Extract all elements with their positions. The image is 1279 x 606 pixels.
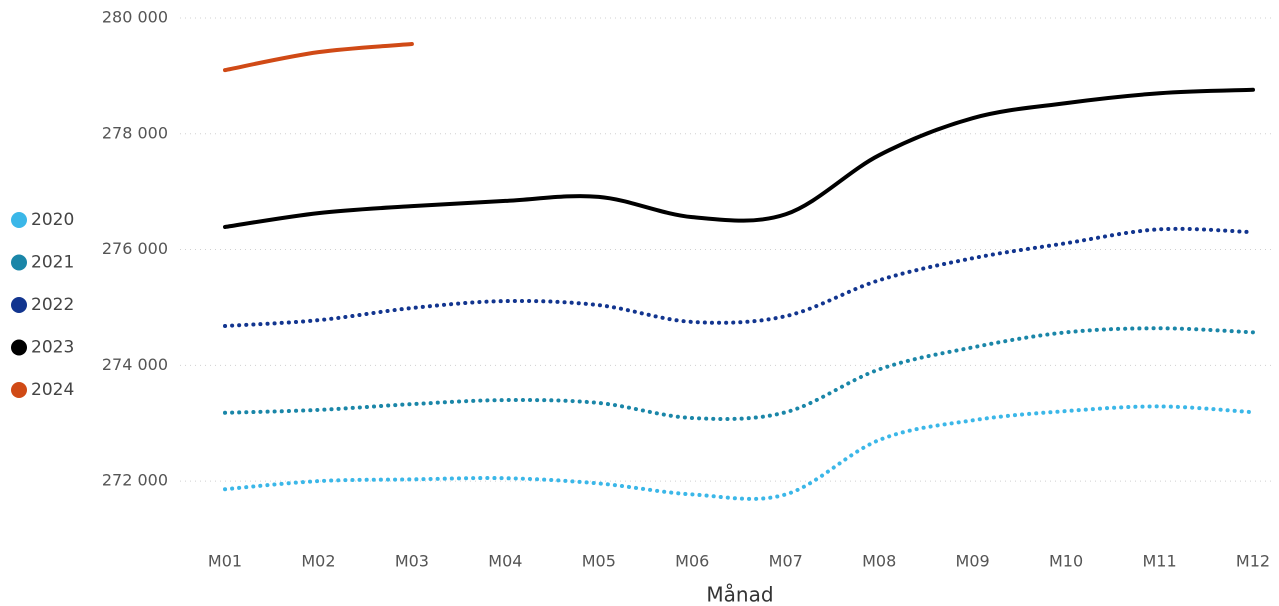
x-tick-label: M11 [1142,552,1176,571]
y-tick-label: 274 000 [102,355,168,374]
legend-label: 2022 [31,295,74,315]
legend-label: 2020 [31,210,74,230]
x-tick-label: M08 [862,552,896,571]
y-tick-label: 276 000 [102,239,168,258]
x-tick-label: M06 [675,552,709,571]
legend-marker [11,382,27,398]
x-tick-label: M10 [1049,552,1083,571]
y-tick-label: 272 000 [102,471,168,490]
x-tick-label: M05 [582,552,616,571]
x-tick-label: M12 [1236,552,1270,571]
series-line [223,226,1255,328]
legend-label: 2021 [31,253,74,273]
x-tick-label: M03 [395,552,429,571]
x-tick-label: M02 [301,552,335,571]
x-axis-label: Månad [706,583,773,606]
legend-label: 2024 [31,380,74,400]
series-line [223,326,1255,421]
legend-marker [11,297,27,313]
y-tick-label: 280 000 [102,8,168,27]
legend-marker [11,339,27,356]
series-line [223,404,1255,501]
legend-marker [11,254,27,271]
series-line [223,87,1255,229]
series-line [223,42,414,73]
x-tick-label: M04 [488,552,522,571]
x-tick-label: M09 [956,552,990,571]
legend-label: 2023 [31,338,74,358]
y-tick-label: 278 000 [102,123,168,142]
x-tick-label: M01 [208,552,242,571]
legend-marker [11,212,27,228]
x-tick-label: M07 [769,552,803,571]
